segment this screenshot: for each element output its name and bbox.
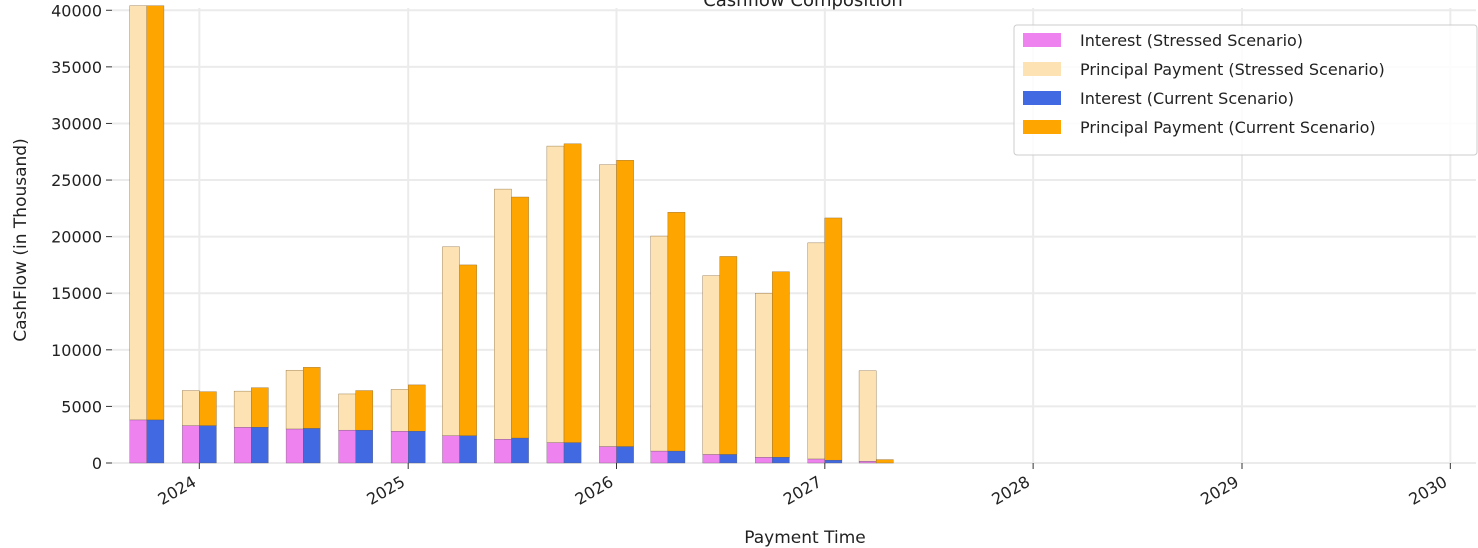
- current-principal-bar: [146, 5, 165, 421]
- stressed-principal-bar: [285, 369, 304, 430]
- legend-swatch: [1023, 62, 1061, 76]
- current-interest-bar: [146, 419, 165, 464]
- current-principal-bar: [511, 196, 529, 439]
- stressed-interest-bar: [650, 450, 669, 464]
- stressed-principal-bar: [390, 389, 409, 432]
- y-tick-label: 5000: [61, 397, 102, 416]
- stressed-interest-bar: [858, 461, 877, 464]
- stressed-interest-bar: [546, 442, 565, 464]
- stressed-interest-bar: [129, 419, 147, 464]
- legend-label: Interest (Current Scenario): [1080, 89, 1294, 108]
- legend-label: Principal Payment (Stressed Scenario): [1080, 60, 1385, 79]
- current-interest-bar: [772, 457, 790, 464]
- stressed-interest-bar: [285, 428, 304, 464]
- current-principal-bar: [407, 384, 426, 432]
- current-principal-bar: [302, 367, 321, 429]
- current-principal-bar: [616, 160, 634, 447]
- stressed-interest-bar: [702, 454, 720, 464]
- legend-swatch: [1023, 91, 1061, 105]
- legend: Interest (Stressed Scenario) Principal Pa…: [1013, 24, 1478, 156]
- stressed-principal-bar: [442, 246, 460, 437]
- stressed-principal-bar: [494, 188, 512, 440]
- stressed-principal-bar: [599, 164, 617, 447]
- stressed-interest-bar: [233, 427, 252, 464]
- current-principal-bar: [772, 271, 790, 458]
- stressed-interest-bar: [390, 431, 409, 464]
- stressed-interest-bar: [599, 446, 617, 464]
- y-tick-label: 15000: [51, 284, 102, 303]
- x-axis-title: Payment Time: [744, 528, 865, 548]
- stressed-principal-bar: [233, 390, 252, 428]
- y-tick-label: 40000: [51, 1, 102, 20]
- current-interest-bar: [408, 431, 426, 464]
- stressed-principal-bar: [181, 390, 200, 426]
- bar-layer: [129, 5, 894, 464]
- current-interest-bar: [824, 460, 843, 464]
- current-interest-bar: [563, 442, 582, 464]
- stressed-interest-bar: [338, 430, 356, 464]
- current-principal-bar: [719, 256, 738, 455]
- stressed-principal-bar: [338, 393, 356, 431]
- stressed-interest-bar: [442, 435, 460, 464]
- current-principal-bar: [199, 391, 217, 426]
- y-tick-label: 35000: [51, 58, 102, 77]
- stressed-interest-bar: [182, 425, 200, 464]
- stressed-interest-bar: [755, 457, 773, 464]
- legend-label: Interest (Stressed Scenario): [1080, 31, 1303, 50]
- current-interest-bar: [616, 446, 634, 464]
- current-interest-bar: [459, 435, 477, 464]
- y-tick-label: 25000: [51, 171, 102, 190]
- stressed-principal-bar: [858, 370, 877, 462]
- legend-swatch: [1023, 120, 1061, 134]
- chart-title: Cashflow Composition: [703, 0, 903, 11]
- current-principal-bar: [667, 212, 686, 452]
- stressed-principal-bar: [546, 145, 565, 443]
- current-principal-bar: [875, 459, 894, 464]
- current-principal-bar: [251, 387, 269, 428]
- stressed-interest-bar: [807, 458, 825, 464]
- current-interest-bar: [667, 450, 686, 464]
- y-tick-label: 20000: [51, 228, 102, 247]
- current-principal-bar: [355, 390, 374, 431]
- legend-label: Principal Payment (Current Scenario): [1080, 118, 1376, 137]
- stressed-principal-bar: [129, 5, 148, 421]
- legend-frame: [1013, 24, 1478, 156]
- current-principal-bar: [824, 217, 843, 461]
- y-tick-label: 10000: [51, 341, 102, 360]
- stressed-principal-bar: [702, 275, 721, 455]
- legend-swatch: [1023, 33, 1061, 47]
- current-interest-bar: [511, 437, 529, 464]
- y-axis-title: CashFlow (in Thousand): [11, 138, 31, 341]
- y-tick-label: 0: [92, 454, 102, 473]
- current-interest-bar: [199, 425, 217, 464]
- y-tick-label: 30000: [51, 114, 102, 133]
- current-interest-bar: [251, 427, 269, 464]
- current-interest-bar: [355, 430, 373, 464]
- stressed-principal-bar: [650, 235, 669, 452]
- stressed-principal-bar: [807, 242, 826, 460]
- stressed-principal-bar: [754, 293, 773, 458]
- current-interest-bar: [303, 428, 321, 464]
- current-principal-bar: [563, 143, 582, 443]
- current-interest-bar: [719, 454, 738, 464]
- stressed-interest-bar: [494, 439, 512, 464]
- current-principal-bar: [459, 264, 477, 437]
